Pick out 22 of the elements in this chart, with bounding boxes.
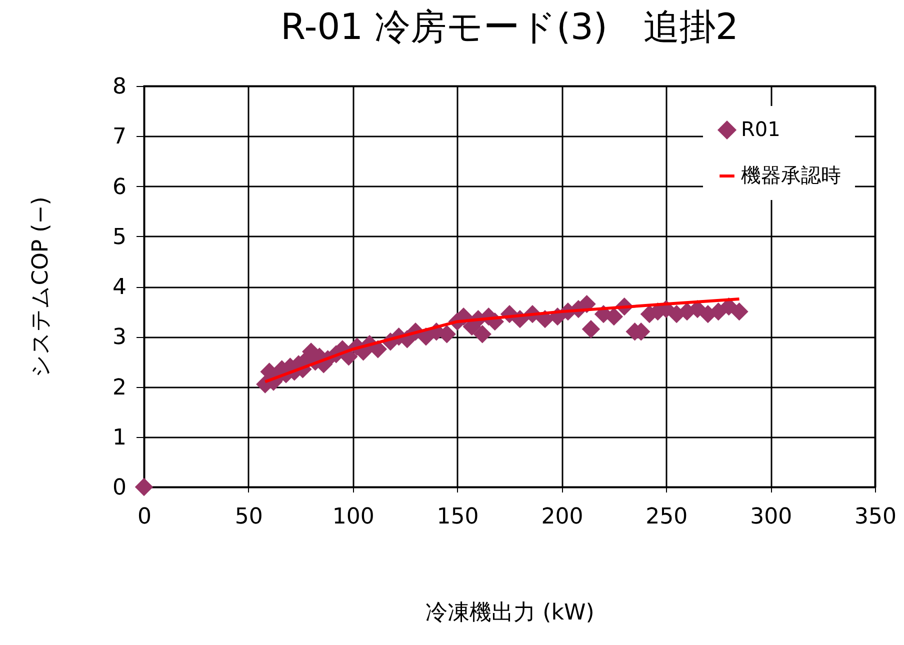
x-tick-label: 50 <box>234 504 263 530</box>
y-tick-label: 4 <box>112 275 126 300</box>
y-tick-label: 2 <box>112 375 126 400</box>
x-tick-label: 100 <box>332 504 374 530</box>
x-tick-label: 200 <box>541 504 584 530</box>
legend-label: 機器承認時 <box>741 163 841 187</box>
y-tick-label: 6 <box>112 174 126 200</box>
y-tick-label: 1 <box>112 425 126 450</box>
x-tick-label: 350 <box>854 504 896 530</box>
y-tick-label: 5 <box>112 224 126 250</box>
x-axis-title: 冷凍機出力 (kW) <box>426 600 594 626</box>
x-tick-label: 300 <box>750 504 792 530</box>
legend-label: R01 <box>741 117 780 141</box>
y-tick-label: 8 <box>112 74 126 100</box>
y-tick-label: 7 <box>112 124 126 150</box>
chart-title: R-01 冷房モード(3) 追掛2 <box>280 7 738 48</box>
y-axis-title: システムCOP (−) <box>28 196 54 378</box>
x-tick-label: 250 <box>646 504 688 530</box>
y-tick-label: 0 <box>112 476 126 500</box>
x-tick-label: 150 <box>436 504 479 530</box>
x-tick-label: 0 <box>138 504 152 530</box>
y-tick-label: 3 <box>112 325 126 350</box>
